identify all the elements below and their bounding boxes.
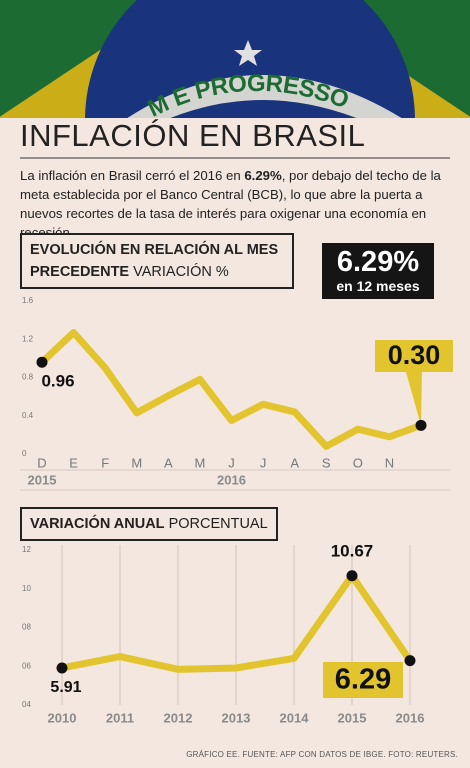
x-tick-label: 2011	[106, 710, 134, 725]
series-line	[38, 329, 425, 450]
data-label: 0.96	[41, 372, 74, 391]
x-tick-label: A	[164, 455, 173, 470]
data-point	[36, 356, 48, 368]
data-point	[346, 570, 358, 582]
footer: GRÁFICO EE. FUENTE: AFP CON DATOS DE IBG…	[186, 750, 458, 759]
x-tick-label: 2013	[222, 710, 251, 725]
x-tick-label: J	[260, 455, 267, 470]
x-tick-label: 2015	[338, 710, 367, 725]
x-tick-label: F	[101, 455, 109, 470]
year-label: 2015	[28, 472, 57, 487]
flag-star	[234, 40, 262, 66]
x-tick-label: S	[322, 455, 331, 470]
flag-band	[127, 75, 402, 118]
x-tick-label: O	[353, 455, 363, 470]
y-tick-label: 1.2	[22, 334, 34, 343]
x-tick-label: A	[290, 455, 299, 470]
year-label: 2016	[217, 472, 246, 487]
label-box	[323, 662, 403, 698]
x-tick-label: 2012	[164, 710, 193, 725]
data-label: 6.29	[335, 664, 391, 696]
y-tick-label: 10	[22, 584, 31, 593]
chart-header: EVOLUCIÓN EN RELACIÓN AL MES PRECEDENTE …	[20, 233, 294, 289]
flag-shade	[0, 0, 470, 118]
y-tick-label: 0.4	[22, 411, 34, 420]
y-tick-label: 08	[22, 623, 31, 632]
x-tick-label: 2014	[280, 710, 310, 725]
y-tick-label: 06	[22, 661, 31, 670]
data-point	[415, 419, 427, 431]
data-point	[56, 662, 68, 674]
page-title: INFLACIÓN EN BRASIL	[20, 118, 366, 153]
intro-text: La inflación en Brasil cerró el 2016 en	[20, 168, 245, 183]
chart-subtitle: PORCENTUAL	[168, 516, 268, 532]
y-tick-label: 12	[22, 545, 31, 554]
x-tick-label: M	[131, 455, 142, 470]
chart-title: EVOLUCIÓN EN RELACIÓN AL MES PRECEDENTE	[30, 242, 279, 280]
intro-text: , por debajo del techo de la meta establ…	[20, 168, 441, 240]
label-box	[375, 340, 453, 372]
intro: La inflación en Brasil cerró el 2016 en …	[20, 166, 452, 242]
callout-value: 6.29%	[336, 246, 420, 278]
x-tick-label: M	[194, 455, 205, 470]
y-tick-label: 0.8	[22, 373, 34, 382]
x-tick-label: N	[385, 455, 394, 470]
data-label: 0.30	[388, 340, 441, 370]
y-tick-label: 0	[22, 449, 27, 458]
y-tick-label: 04	[22, 700, 31, 709]
chart-header: VARIACIÓN ANUAL PORCENTUAL	[20, 507, 278, 541]
data-label: 10.67	[331, 541, 374, 560]
chart-title: VARIACIÓN ANUAL	[30, 516, 165, 532]
callout-caption: en 12 meses	[336, 278, 420, 294]
label-pointer	[406, 372, 422, 426]
callout: 6.29% en 12 meses	[322, 243, 434, 299]
x-tick-label: E	[69, 455, 78, 470]
x-tick-label: 2016	[396, 710, 425, 725]
charts: 0 0.4 0.8 1.2 1.6 D E F M A M J J A S O N 2015 2016 0.96 0.3…	[20, 296, 453, 725]
x-tick-label: 2010	[48, 710, 77, 725]
data-label: 5.91	[50, 679, 81, 696]
intro-highlight: 6.29%	[244, 168, 282, 183]
data-point	[404, 655, 416, 667]
y-tick-label: 1.6	[22, 296, 34, 305]
chart-subtitle: VARIACIÓN %	[133, 264, 229, 280]
x-tick-label: D	[37, 455, 46, 470]
x-tick-label: J	[228, 455, 235, 470]
flag: M E PROGRESSO	[0, 0, 470, 118]
